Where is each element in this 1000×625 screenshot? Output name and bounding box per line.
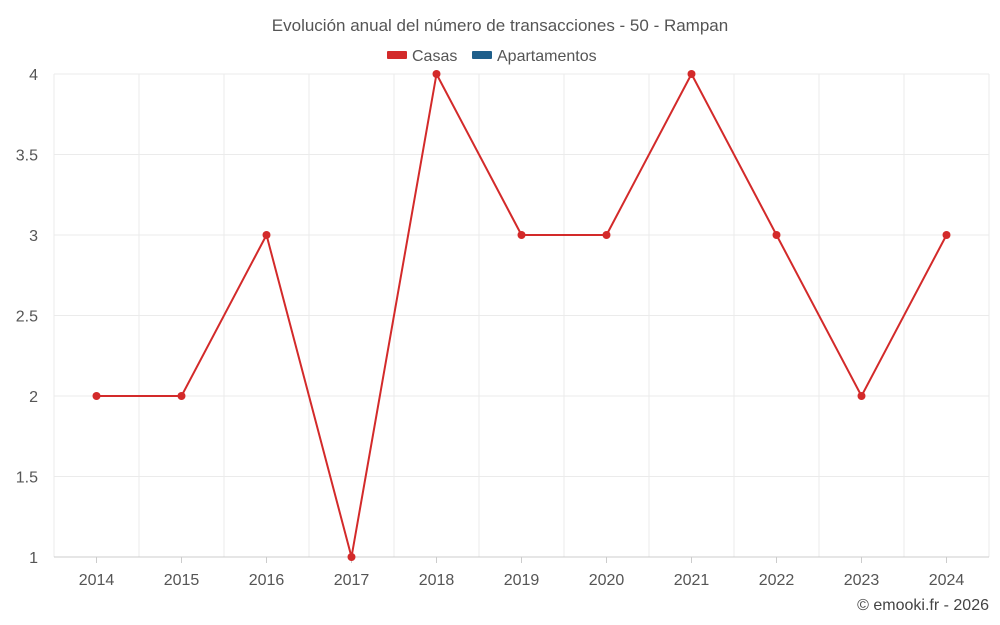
x-tick-label: 2019 — [504, 572, 540, 589]
x-tick-label: 2020 — [589, 572, 625, 589]
data-point[interactable] — [602, 231, 611, 239]
chart-title: Evolución anual del número de transaccio… — [272, 16, 728, 35]
legend-label-apartamentos[interactable]: Apartamentos — [497, 48, 597, 65]
y-tick-label: 1.5 — [16, 470, 38, 487]
x-tick-label: 2023 — [844, 572, 880, 589]
x-tick-label: 2022 — [759, 572, 795, 589]
x-tick-label: 2021 — [674, 572, 710, 589]
legend-label-casas[interactable]: Casas — [412, 48, 457, 65]
y-tick-label: 2.5 — [16, 309, 38, 326]
legend-swatch-casas[interactable] — [387, 51, 407, 59]
x-tick-label: 2015 — [164, 572, 200, 589]
y-tick-label: 2 — [29, 389, 38, 406]
x-tick-label: 2016 — [249, 572, 285, 589]
data-point[interactable] — [347, 553, 356, 561]
data-point[interactable] — [772, 231, 781, 239]
data-point[interactable] — [432, 70, 441, 78]
data-point[interactable] — [92, 392, 101, 400]
axis-layer: 1 1.5 2 2.5 3 3.5 4 2014 2015 2016 2017 2018 2019 202… — [16, 67, 989, 589]
x-tick-label: 2014 — [79, 572, 115, 589]
x-tick-label: 2018 — [419, 572, 455, 589]
series-layer — [92, 70, 951, 561]
x-tick-label: 2017 — [334, 572, 370, 589]
grid-layer — [53, 73, 990, 557]
data-point[interactable] — [517, 231, 526, 239]
data-point[interactable] — [687, 70, 696, 78]
legend-swatch-apartamentos[interactable] — [472, 51, 492, 59]
x-tick-label: 2024 — [929, 572, 965, 589]
data-point[interactable] — [857, 392, 866, 400]
y-tick-label: 1 — [29, 550, 38, 567]
y-tick-label: 3 — [29, 228, 38, 245]
legend: Casas Apartamentos — [387, 48, 597, 65]
data-point[interactable] — [262, 231, 271, 239]
data-point[interactable] — [177, 392, 186, 400]
y-tick-label: 3.5 — [16, 148, 38, 165]
footer-credit: © emooki.fr - 2026 — [857, 597, 989, 614]
y-tick-label: 4 — [29, 67, 38, 84]
data-point[interactable] — [942, 231, 951, 239]
